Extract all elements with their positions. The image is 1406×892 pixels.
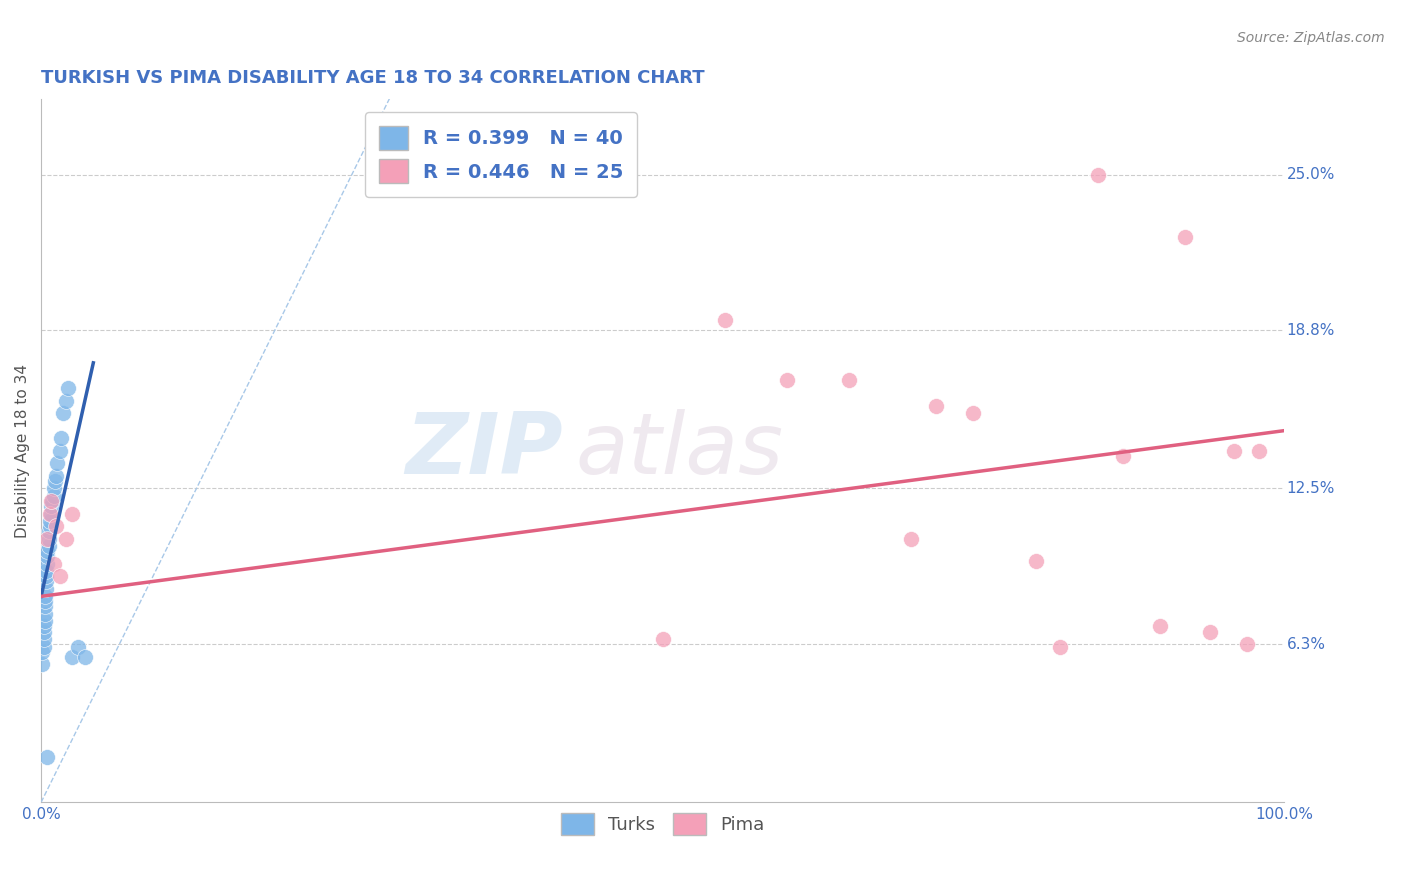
Point (1174, 230, 1197, 244)
Point (32, 640, 55, 654)
Point (1249, 443, 1271, 458)
Point (35, 564, 58, 578)
Point (49, 569, 72, 583)
Point (39, 494, 62, 508)
Point (35, 582, 58, 596)
Point (31, 657, 53, 672)
Point (39, 507, 62, 521)
Point (39, 499, 62, 513)
Point (34, 590, 56, 604)
Point (38, 519, 60, 533)
Point (60, 507, 83, 521)
Point (38, 507, 60, 521)
Text: TURKISH VS PIMA DISABILITY AGE 18 TO 34 CORRELATION CHART: TURKISH VS PIMA DISABILITY AGE 18 TO 34 … (41, 69, 704, 87)
Point (37, 532, 59, 546)
Point (651, 632, 673, 646)
Point (37, 557, 59, 571)
Point (67, 640, 90, 654)
Point (73, 649, 96, 664)
Text: 25.0%: 25.0% (1286, 167, 1336, 182)
Point (34, 615, 56, 629)
Point (1111, 449, 1133, 463)
Point (38, 524, 60, 538)
Point (49, 431, 72, 445)
Legend: Turks, Pima: Turks, Pima (554, 806, 772, 842)
Point (45, 519, 67, 533)
Point (776, 373, 799, 387)
Point (32, 619, 55, 633)
Text: 12.5%: 12.5% (1286, 481, 1336, 496)
Point (32, 632, 55, 646)
Point (962, 406, 984, 420)
Point (37, 750, 59, 764)
Point (1025, 554, 1047, 568)
Point (900, 532, 922, 546)
Point (34, 594, 56, 608)
Point (34, 607, 56, 621)
Point (1087, 168, 1109, 182)
Y-axis label: Disability Age 18 to 34: Disability Age 18 to 34 (15, 364, 30, 538)
Point (714, 313, 737, 327)
Point (35, 574, 58, 589)
Point (49, 443, 72, 458)
Point (42, 482, 65, 496)
Point (1236, 637, 1258, 651)
Point (55, 532, 77, 546)
Point (38, 539, 60, 553)
Point (838, 373, 860, 387)
Text: Source: ZipAtlas.com: Source: ZipAtlas.com (1237, 31, 1385, 45)
Point (37, 544, 59, 558)
Point (31, 645, 53, 659)
Point (1223, 443, 1246, 458)
Point (52, 406, 75, 420)
Point (42, 557, 65, 571)
Point (34, 599, 56, 614)
Point (38, 514, 60, 528)
Point (37, 549, 59, 564)
Point (42, 489, 65, 503)
Point (38, 532, 60, 546)
Point (35, 569, 58, 583)
Text: 6.3%: 6.3% (1286, 637, 1326, 651)
Point (55, 393, 77, 408)
Point (45, 468, 67, 483)
Point (44, 474, 66, 488)
Point (1149, 619, 1171, 633)
Text: 18.8%: 18.8% (1286, 323, 1336, 338)
Point (46, 456, 69, 470)
Point (60, 649, 83, 664)
Point (1049, 640, 1071, 654)
Point (925, 399, 948, 413)
Point (1198, 624, 1220, 639)
Point (41, 494, 63, 508)
Point (32, 624, 55, 639)
Point (58, 381, 80, 395)
Text: ZIP: ZIP (405, 409, 564, 492)
Text: atlas: atlas (575, 409, 783, 492)
